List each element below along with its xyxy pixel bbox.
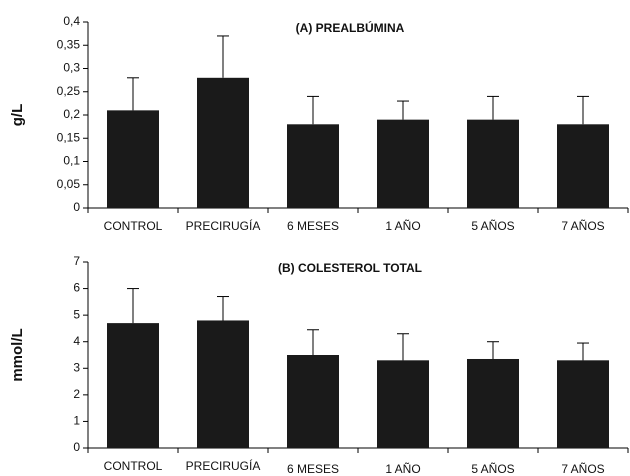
y-tick-label: 0,3 [63, 61, 80, 75]
x-tick-label: PRECIRUGÍA [186, 218, 261, 233]
chart-title: (B) COLESTEROL TOTAL [278, 261, 422, 275]
y-axis-label: g/L [9, 104, 26, 127]
x-tick-label: 1 AÑO [385, 219, 420, 233]
y-tick-label: 1 [73, 414, 80, 428]
x-tick-label: CONTROL [104, 459, 163, 473]
bar [377, 119, 429, 208]
y-tick-label: 2 [73, 387, 80, 401]
bar [107, 323, 159, 448]
bar [287, 355, 339, 448]
y-tick-label: 5 [73, 307, 80, 321]
bar [377, 360, 429, 448]
chart-title: (A) PREALBÚMINA [296, 20, 405, 35]
y-tick-label: 0,15 [57, 130, 81, 144]
x-tick-label: 6 MESES [287, 462, 339, 476]
x-tick-label: PRECIRUGÍA [186, 458, 261, 473]
bar [287, 124, 339, 208]
y-tick-label: 0,05 [57, 177, 81, 191]
y-tick-label: 7 [73, 254, 80, 268]
x-tick-label: 5 AÑOS [471, 462, 514, 476]
y-tick-label: 0,35 [57, 37, 81, 51]
bar [557, 360, 609, 448]
x-tick-label: CONTROL [104, 219, 163, 233]
bar [197, 320, 249, 448]
y-tick-label: 0 [73, 200, 80, 214]
y-tick-label: 6 [73, 281, 80, 295]
y-tick-label: 0,4 [63, 14, 80, 28]
bar [197, 77, 249, 208]
bar [557, 124, 609, 208]
y-tick-label: 3 [73, 360, 80, 374]
x-tick-label: 1 AÑO [385, 462, 420, 476]
y-tick-label: 0,25 [57, 84, 81, 98]
x-tick-label: 7 AÑOS [561, 219, 604, 233]
y-tick-label: 0,2 [63, 107, 80, 121]
y-tick-label: 0 [73, 440, 80, 454]
bar [467, 358, 519, 448]
y-tick-label: 0,1 [63, 154, 80, 168]
x-tick-label: 7 AÑOS [561, 462, 604, 476]
bar [467, 119, 519, 208]
bar [107, 110, 159, 208]
y-axis-label: mmol/L [9, 328, 26, 381]
x-tick-label: 6 MESES [287, 219, 339, 233]
x-tick-label: 5 AÑOS [471, 219, 514, 233]
y-tick-label: 4 [73, 334, 80, 348]
